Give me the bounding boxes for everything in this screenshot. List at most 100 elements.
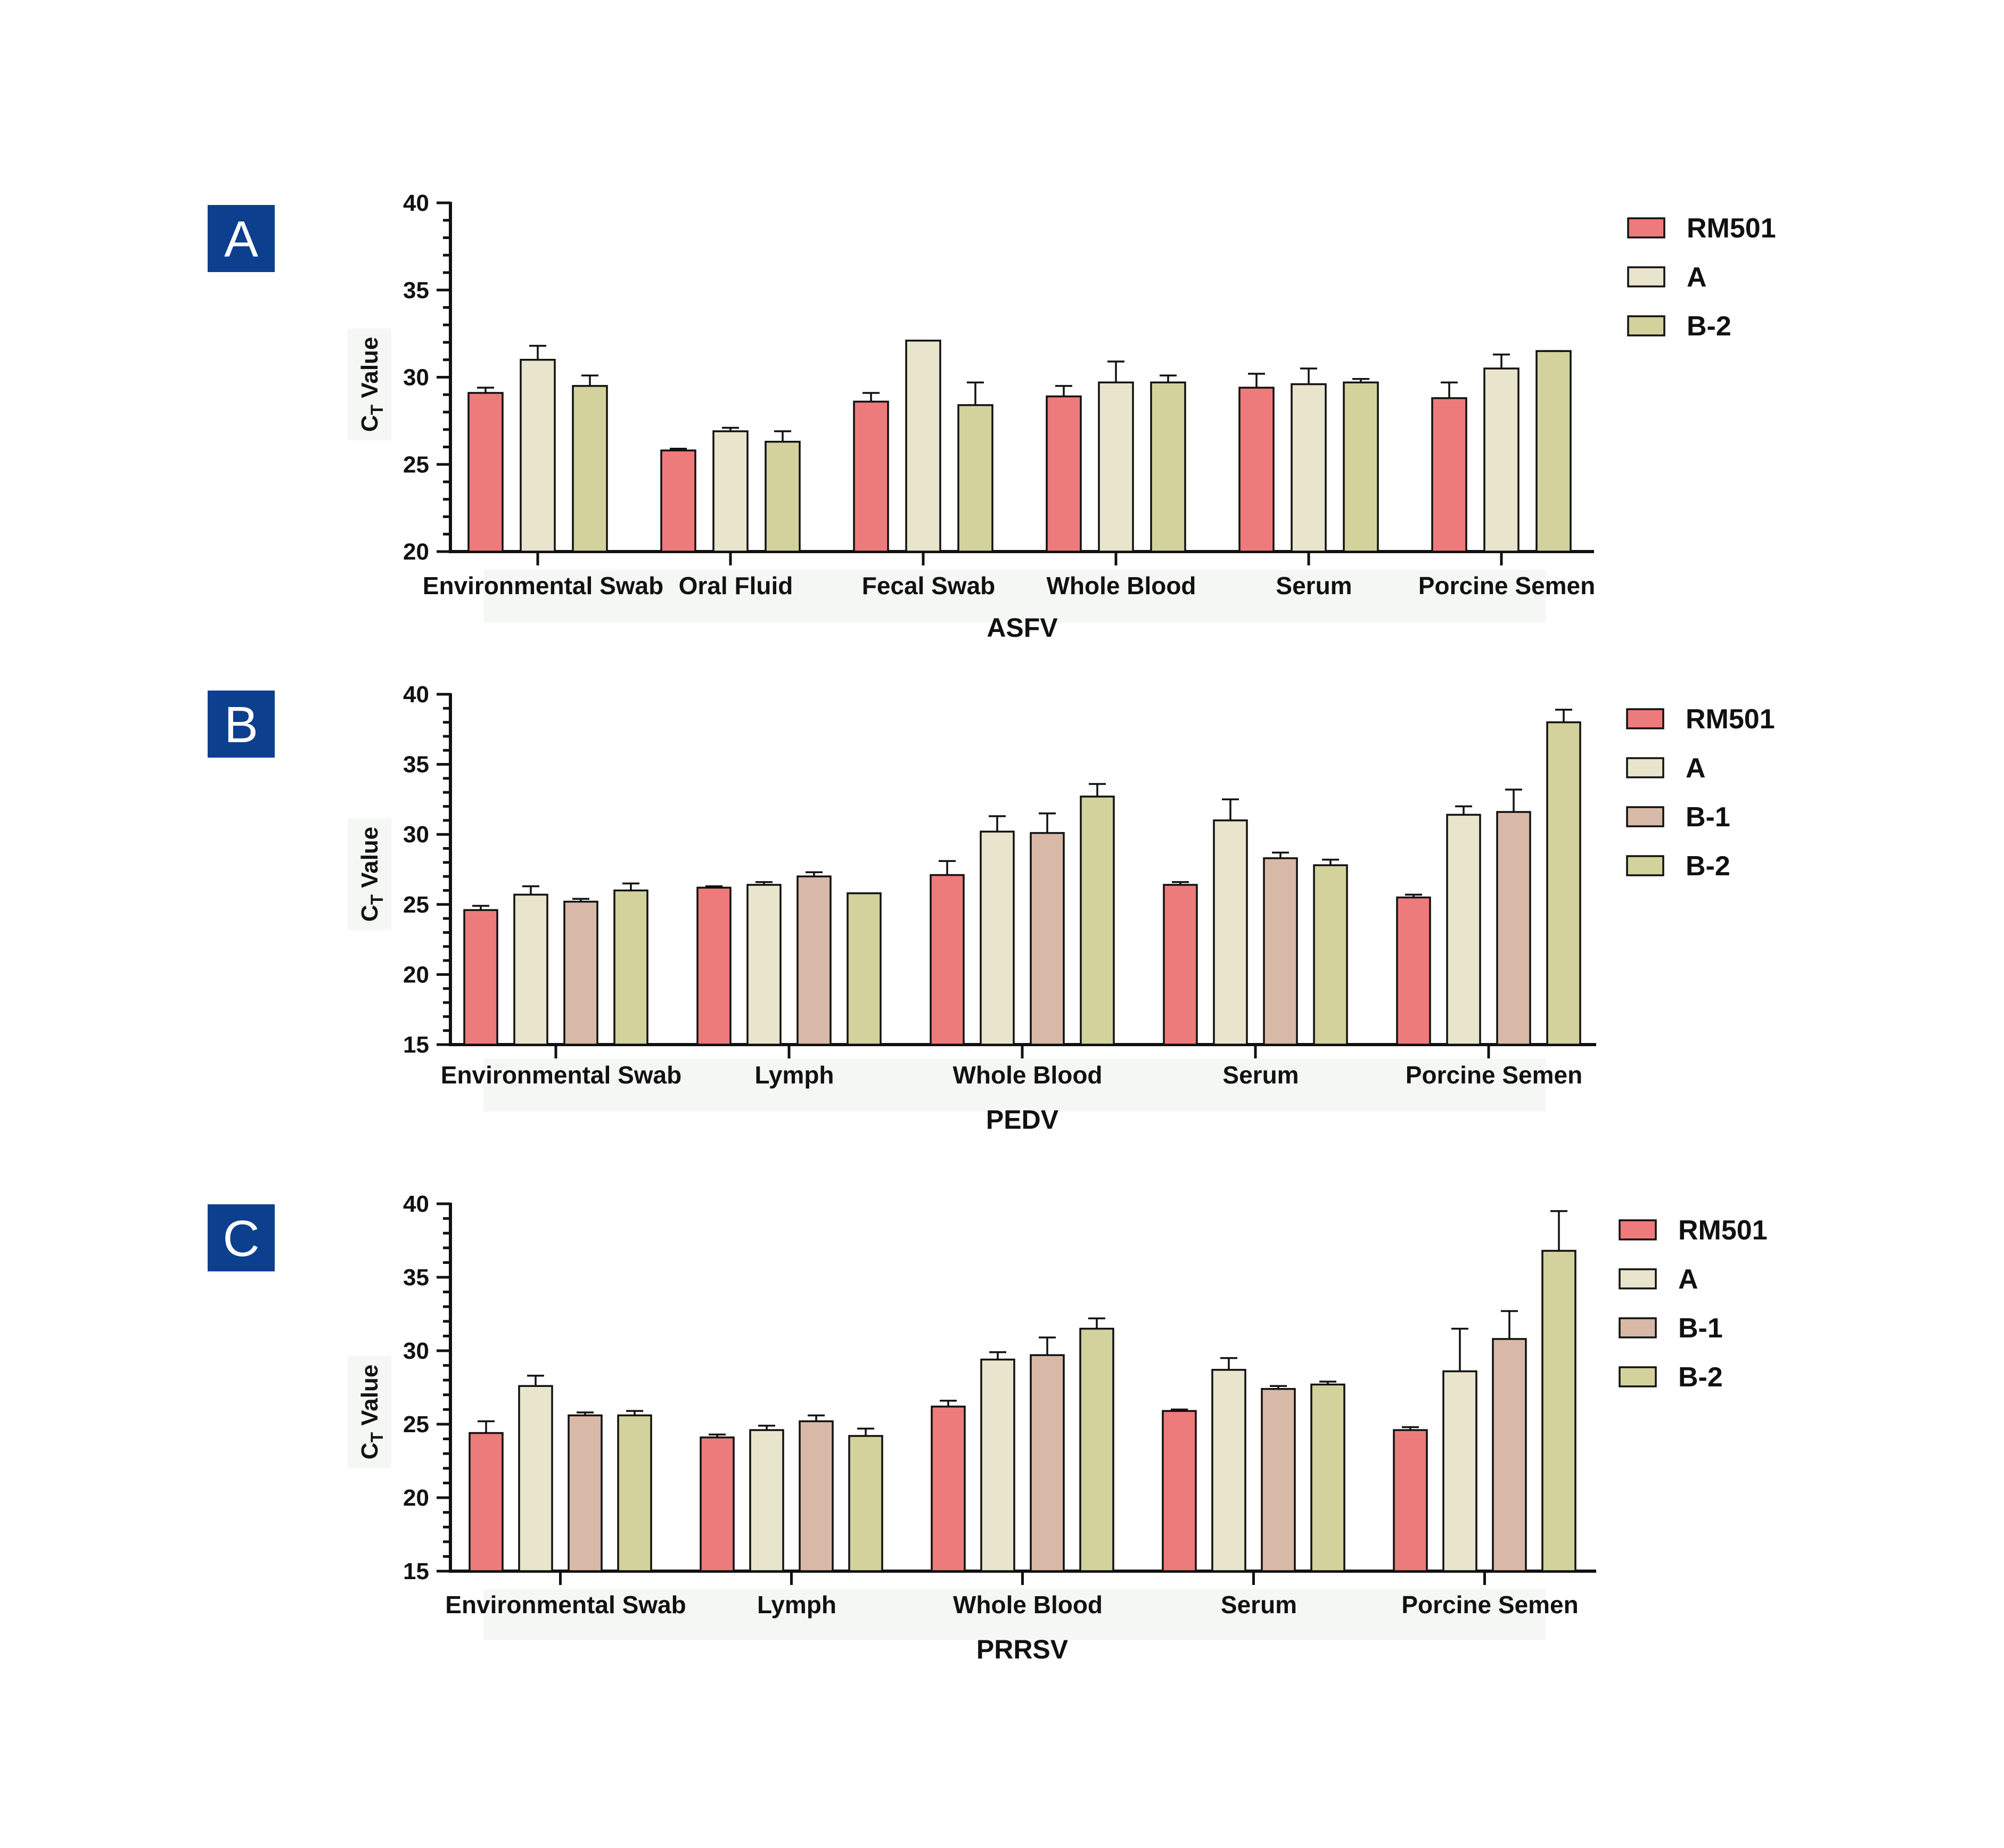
legend-swatch-rm501 (1627, 217, 1665, 239)
bar-b-1-environmental-swab (568, 1414, 603, 1572)
y-tick-label: 25 (403, 892, 429, 918)
legend-label-b-2: B-2 (1686, 851, 1730, 882)
bar-b-2-whole-blood (1150, 381, 1186, 553)
bar-b-2-whole-blood (1079, 1327, 1114, 1572)
bar-b-2-serum (1313, 864, 1348, 1046)
bar-b-2-porcine-semen (1535, 350, 1572, 553)
bar-b-1-porcine-semen (1492, 1338, 1527, 1572)
bar-b-2-environmental-swab (617, 1414, 652, 1572)
bar-rm501-whole-blood (930, 874, 965, 1046)
legend-label-b-2: B-2 (1687, 311, 1731, 342)
bar-a-serum (1291, 383, 1327, 553)
y-axis-label-band (348, 1356, 391, 1468)
bar-a-environmental-swab (518, 1385, 553, 1572)
panel-letter: B (224, 696, 258, 753)
bar-a-environmental-swab (520, 359, 556, 553)
legend-swatch-a (1619, 1268, 1657, 1290)
x-tick-label: Lymph (757, 1591, 836, 1619)
bar-b-2-whole-blood (1080, 795, 1115, 1046)
bar-rm501-environmental-swab (469, 1432, 504, 1572)
bar-rm501-whole-blood (1046, 395, 1082, 553)
bar-a-fecal-swab (905, 339, 941, 553)
bar-a-serum (1213, 819, 1248, 1046)
panel-letter: C (223, 1210, 259, 1267)
chart-panel-b: B CT Value 15 20 25 30 35 40 Environmental Swab L… (208, 681, 1775, 1135)
legend-label-a: A (1678, 1264, 1698, 1295)
bar-a-serum (1211, 1369, 1246, 1572)
panel-badge (208, 691, 275, 758)
legend-swatch-a (1626, 757, 1664, 778)
bar-a-oral-fluid (712, 430, 749, 553)
panel-letter: A (224, 211, 258, 268)
bar-b-2-oral-fluid (765, 440, 801, 553)
bar-b-2-porcine-semen (1541, 1250, 1576, 1572)
bar-a-whole-blood (980, 1358, 1015, 1572)
bar-b-1-environmental-swab (563, 900, 598, 1046)
bar-rm501-lymph (700, 1436, 735, 1572)
legend-swatch-b-2 (1619, 1366, 1657, 1387)
legend-label-a: A (1687, 262, 1707, 293)
y-tick-label: 30 (403, 1338, 429, 1364)
y-tick-label: 25 (403, 451, 429, 478)
y-tick-label: 35 (403, 277, 429, 303)
y-tick-label: 40 (403, 190, 429, 216)
x-tick-label: Porcine Semen (1406, 1061, 1582, 1089)
legend-swatch-b-1 (1626, 806, 1664, 827)
x-axis-title: ASFV (987, 613, 1058, 643)
y-tick-label: 40 (403, 681, 429, 708)
x-tick-label: Fecal Swab (862, 572, 996, 599)
y-tick-label: 20 (403, 539, 429, 565)
y-tick-label: 20 (403, 962, 429, 988)
x-tick-label: Environmental Swab (445, 1591, 686, 1619)
bar-rm501-porcine-semen (1431, 397, 1467, 553)
chart-panel-a: A CT Value 20 25 30 35 40 Environmental Swab Ora… (208, 190, 1776, 643)
x-tick-label: Lymph (754, 1061, 834, 1089)
x-tick-label: Oral Fluid (679, 572, 793, 599)
x-tick-label: Porcine Semen (1401, 1591, 1578, 1619)
bar-rm501-whole-blood (931, 1406, 966, 1572)
x-tick-label: Whole Blood (1046, 572, 1196, 599)
bar-b-1-whole-blood (1030, 832, 1065, 1046)
bar-a-porcine-semen (1483, 367, 1520, 553)
x-tick-label: Porcine Semen (1418, 572, 1595, 599)
x-tick-label: Serum (1276, 572, 1352, 599)
y-axis-label: CT Value (357, 1365, 387, 1460)
panel-badge (208, 1204, 275, 1271)
y-tick-label: 35 (403, 752, 429, 778)
category-band (483, 1589, 1546, 1640)
bar-b-1-porcine-semen (1496, 811, 1531, 1046)
x-tick-label: Environmental Swab (441, 1061, 681, 1089)
bar-b-2-porcine-semen (1546, 721, 1581, 1046)
bar-rm501-serum (1162, 1410, 1197, 1572)
legend-swatch-b-2 (1626, 855, 1664, 876)
bar-b-1-lymph (799, 1420, 834, 1572)
legend-label-b-2: B-2 (1678, 1362, 1723, 1393)
bar-b-2-serum (1310, 1383, 1345, 1572)
legend-label-a: A (1686, 753, 1706, 784)
y-tick-label: 15 (403, 1558, 429, 1584)
bar-b-2-environmental-swab (572, 385, 608, 553)
bar-b-1-whole-blood (1030, 1354, 1065, 1572)
x-axis-title: PEDV (986, 1105, 1059, 1135)
bar-rm501-serum (1163, 884, 1198, 1046)
bar-rm501-lymph (696, 886, 732, 1046)
bar-rm501-serum (1238, 387, 1275, 553)
x-tick-label: Whole Blood (952, 1061, 1102, 1089)
bar-a-porcine-semen (1446, 814, 1481, 1046)
y-tick-label: 40 (403, 1191, 429, 1217)
legend-swatch-b-2 (1627, 315, 1665, 336)
x-tick-label: Whole Blood (953, 1591, 1103, 1619)
y-axis-label-band (348, 818, 391, 930)
y-axis-label: CT Value (357, 827, 387, 922)
bar-rm501-fecal-swab (853, 400, 889, 553)
bar-b-1-lymph (796, 875, 832, 1046)
bar-b-1-serum (1261, 1388, 1296, 1572)
y-tick-label: 15 (403, 1032, 429, 1058)
bar-b-2-lymph (847, 892, 882, 1046)
bar-a-lymph (746, 884, 782, 1046)
legend-label-rm501: RM501 (1687, 213, 1776, 244)
legend-label-rm501: RM501 (1686, 704, 1775, 735)
bar-rm501-environmental-swab (463, 909, 498, 1046)
y-tick-label: 25 (403, 1411, 429, 1438)
